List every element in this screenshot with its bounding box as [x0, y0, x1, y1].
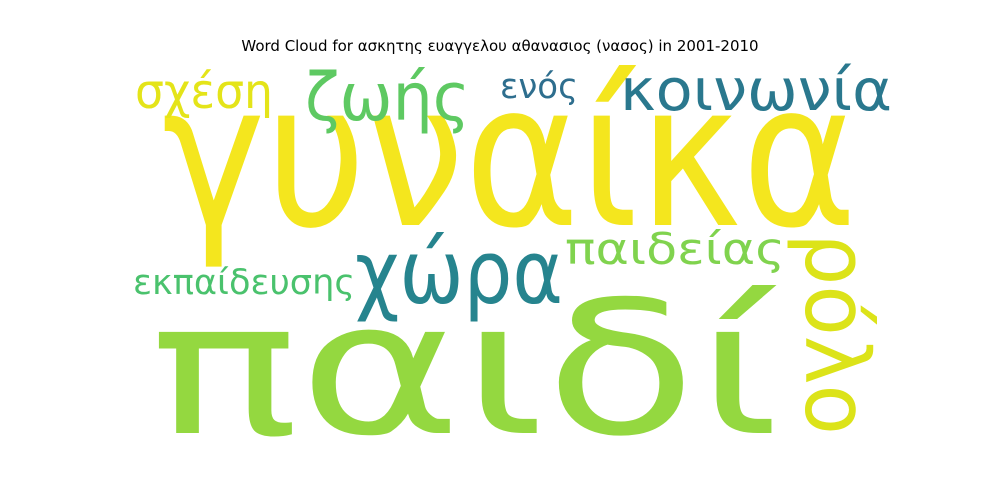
cloud-word-5: ζωής [305, 59, 470, 136]
cloud-word-1: γυναίκα [162, 40, 857, 273]
cloud-word-2: παιδί [150, 261, 780, 477]
cloud-word-3: χώρα [355, 221, 563, 324]
cloud-word-4: ρόλο [785, 233, 888, 435]
cloud-word-10: ενός [500, 67, 578, 107]
cloud-word-9: εκπαίδευσης [133, 263, 355, 303]
cloud-word-7: παιδείας [565, 224, 785, 275]
chart-title: Word Cloud for ασκητης ευαγγελου αθανασι… [241, 37, 759, 55]
cloud-word-8: σχέση [135, 64, 273, 120]
cloud-word-6: κοινωνία [620, 56, 892, 124]
